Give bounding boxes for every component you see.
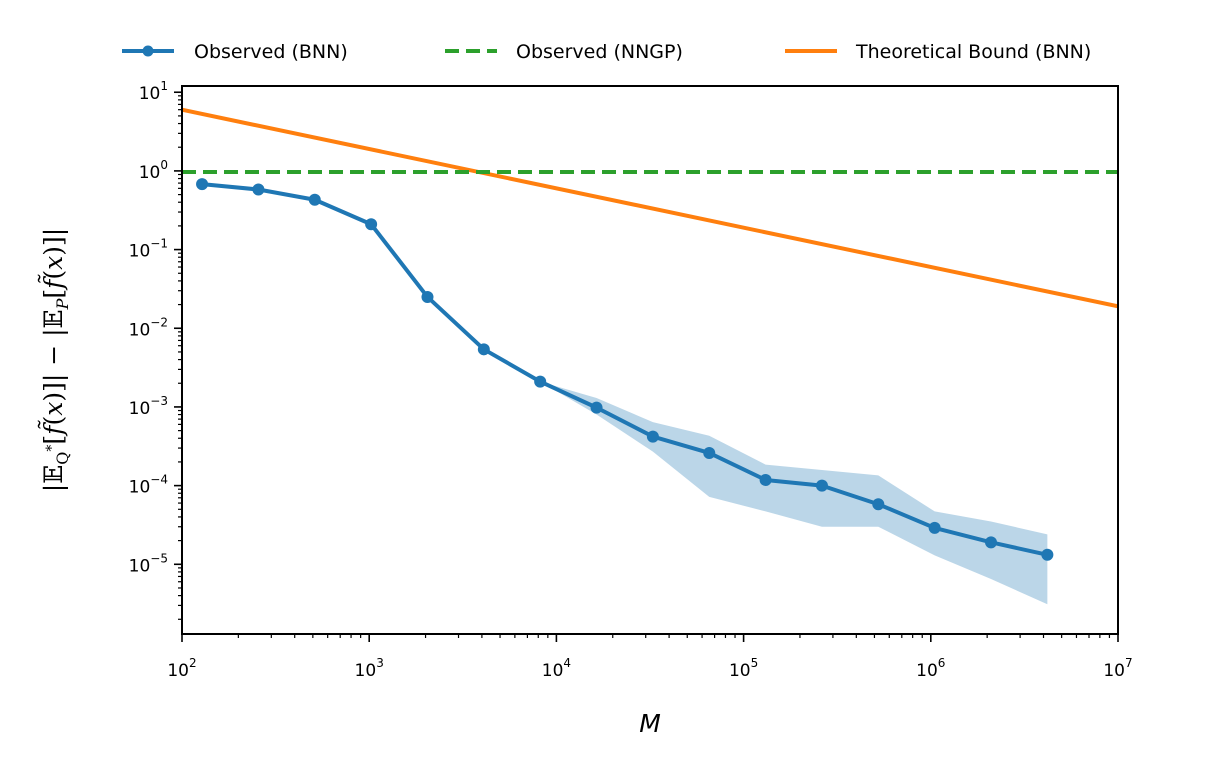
plot-area [182, 107, 1118, 605]
y-tick-label: 100 [139, 158, 168, 183]
x-tick-label: 102 [167, 656, 196, 681]
x-axis-label: M [639, 709, 661, 738]
x-tick-label: 106 [916, 656, 945, 681]
data-point-observed-bnn [759, 473, 772, 486]
legend-entry-theoretical-bound: Theoretical Bound (BNN) [785, 41, 1091, 63]
legend-label-theoretical-bound: Theoretical Bound (BNN) [855, 41, 1091, 63]
legend-entry-observed-nngp: Observed (NNGP) [445, 41, 683, 63]
data-point-observed-bnn [815, 479, 828, 492]
x-tick-label: 105 [729, 656, 758, 681]
data-point-observed-bnn [646, 430, 659, 443]
legend-entry-observed-bnn: Observed (BNN) [122, 41, 348, 63]
legend-label-observed-nngp: Observed (NNGP) [516, 41, 683, 63]
x-tick-label: 103 [355, 656, 384, 681]
data-point-observed-bnn [252, 183, 265, 196]
data-point-observed-bnn [477, 343, 490, 356]
data-point-observed-bnn [421, 290, 434, 303]
x-tick-label: 104 [542, 656, 571, 681]
y-axis-label: |𝔼Q*[f̃(x)]| − |𝔼P[f̃(x)]| [39, 228, 72, 492]
data-point-observed-bnn [590, 401, 603, 414]
plot-frame [181, 85, 1119, 635]
data-point-observed-bnn [928, 521, 941, 534]
series-band-observed-bnn [202, 184, 1048, 605]
y-tick-label: 10−5 [129, 551, 168, 576]
data-point-observed-bnn [308, 193, 321, 206]
axis-ticks: 102 103 104 105 106 107 101 100 10−1 10−2 10−3 10−4… [129, 79, 1133, 681]
data-point-observed-bnn [365, 218, 378, 231]
data-point-observed-bnn [703, 446, 716, 459]
data-point-observed-bnn [985, 536, 998, 549]
data-point-observed-bnn [872, 498, 885, 511]
x-tick-label: 107 [1103, 656, 1132, 681]
data-point-observed-bnn [1041, 548, 1054, 561]
y-tick-label: 101 [139, 79, 168, 104]
series-line-observed-bnn [201, 182, 1048, 557]
series-line-theoretical-bound [182, 107, 1118, 309]
y-tick-label: 10−3 [129, 394, 168, 419]
y-tick-label: 10−4 [129, 473, 168, 498]
legend: Observed (BNN) Observed (NNGP) Theoretic… [122, 41, 1091, 63]
data-point-observed-bnn [196, 178, 209, 191]
data-point-observed-bnn [534, 375, 547, 388]
y-tick-label: 10−2 [129, 315, 168, 340]
y-tick-label: 10−1 [129, 237, 168, 262]
svg-text:|𝔼Q*[f̃(x)]| − |𝔼P[f̃(x)]|: |𝔼Q*[f̃(x)]| − |𝔼P[f̃(x)]| [39, 228, 72, 492]
legend-marker-observed-bnn [142, 45, 154, 57]
legend-label-observed-bnn: Observed (BNN) [194, 41, 348, 63]
